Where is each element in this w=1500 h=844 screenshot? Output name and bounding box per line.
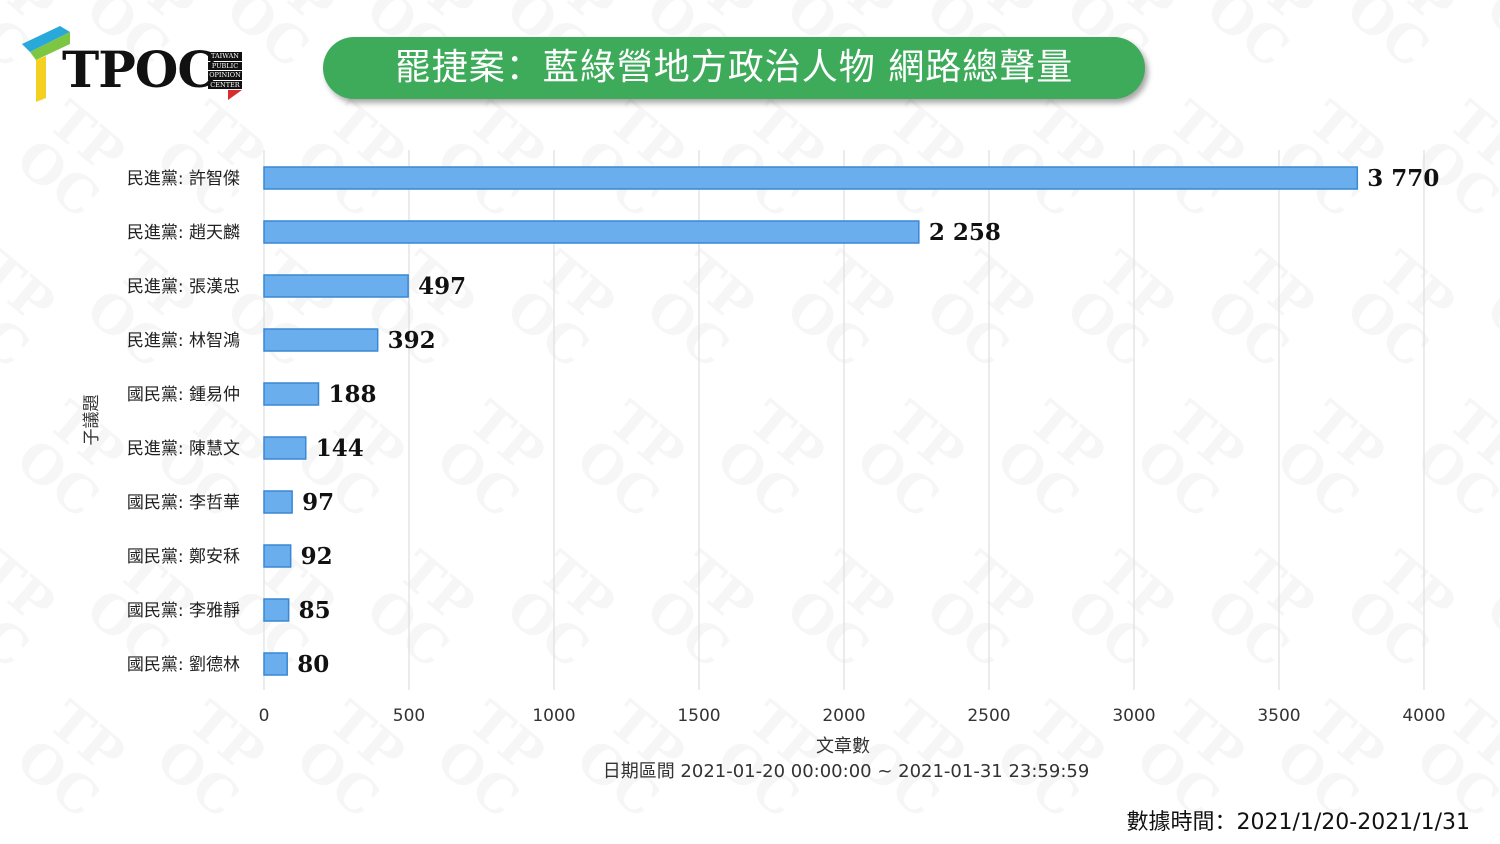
bar: [263, 220, 920, 244]
bar: [263, 652, 288, 676]
logo-subtext: TAIWAN PUBLIC OPINION CENTER: [208, 52, 242, 90]
logo-arrow-icon: [228, 90, 242, 100]
logo-mark-icon: [22, 26, 70, 102]
x-tick-label: 1500: [677, 706, 720, 726]
y-category-label: 民進黨: 趙天麟: [127, 223, 240, 243]
x-tick-label: 500: [393, 706, 425, 726]
logo-sub-line: PUBLIC: [208, 61, 242, 71]
bar: [263, 166, 1359, 190]
x-tick-label: 0: [259, 706, 270, 726]
tpoc-logo: TPOC TAIWAN PUBLIC OPINION CENTER: [22, 26, 252, 106]
bar-value-label: 497: [418, 273, 466, 300]
bar-value-label: 188: [329, 381, 377, 408]
y-category-label: 國民黨: 劉德林: [127, 655, 240, 675]
y-category-label: 國民黨: 李哲華: [127, 493, 240, 513]
logo-sub-line: OPINION: [208, 71, 242, 80]
bar-value-label: 2 258: [929, 219, 1001, 246]
y-category-label: 國民黨: 鄭安秝: [127, 547, 240, 567]
x-tick-label: 3500: [1257, 706, 1300, 726]
x-tick-label: 1000: [532, 706, 575, 726]
x-axis-title: 文章數: [816, 736, 870, 757]
y-category-label: 國民黨: 李雅靜: [127, 601, 240, 621]
y-category-label: 民進黨: 林智鴻: [127, 331, 240, 351]
bar-value-label: 92: [301, 543, 333, 570]
bar-value-label: 3 770: [1367, 165, 1439, 192]
bar: [263, 274, 409, 298]
x-tick-label: 2000: [822, 706, 865, 726]
x-tick-label: 3000: [1112, 706, 1155, 726]
data-date-range: 數據時間：2021/1/20-2021/1/31: [1126, 810, 1470, 835]
x-axis-subtitle: 日期區間 2021-01-20 00:00:00 ~ 2021-01-31 23…: [603, 761, 1090, 782]
y-category-label: 民進黨: 陳慧文: [127, 439, 240, 459]
y-category-label: 民進黨: 張漢忠: [127, 277, 240, 297]
y-category-label: 國民黨: 鍾易仲: [127, 385, 240, 405]
x-tick-label: 2500: [967, 706, 1010, 726]
x-tick-label: 4000: [1402, 706, 1445, 726]
bar: [263, 490, 293, 514]
bars: [263, 166, 1359, 676]
logo-text: TPOC: [62, 40, 217, 99]
y-axis-title: 子議題: [82, 395, 102, 446]
bar: [263, 544, 292, 568]
bar-value-label: 392: [388, 327, 436, 354]
bar: [263, 598, 290, 622]
bar-value-label: 97: [302, 489, 334, 516]
bar: [263, 328, 379, 352]
bar-value-label: 80: [297, 651, 329, 678]
y-category-label: 民進黨: 許智傑: [127, 169, 240, 189]
bar: [263, 436, 307, 460]
bar: [263, 382, 320, 406]
chart-title-banner: 罷捷案：藍綠營地方政治人物 網路總聲量: [323, 37, 1145, 99]
bar-value-label: 85: [299, 597, 331, 624]
labels: 0 500 1000 1500 2000 2500 3000 3500 4000 民進黨: 許智傑…: [82, 165, 1446, 782]
logo-sub-line: CENTER: [208, 80, 242, 90]
logo-sub-line: TAIWAN: [208, 52, 242, 61]
bar-value-label: 144: [316, 435, 364, 462]
